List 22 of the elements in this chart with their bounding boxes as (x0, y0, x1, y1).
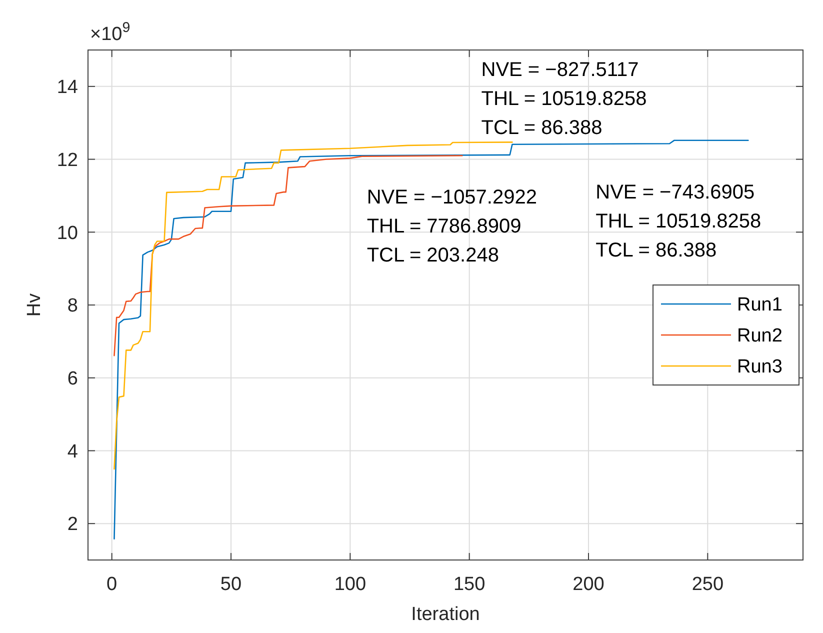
x-tick-label: 250 (692, 574, 724, 595)
text: ×10$^{9}$ (90, 20, 130, 45)
annotation: NVE = −1057.2922 THL = 7786.8909 TCL = 203.248 (366, 186, 537, 267)
y-tick-label: 8 (67, 296, 78, 317)
legend-label: Run2 (737, 326, 782, 347)
y-tick-label: 2 (67, 514, 78, 536)
y-tick-label: 10 (56, 222, 78, 244)
legend-label: Run1 (737, 294, 782, 316)
x-tick-label: 200 (572, 574, 604, 595)
y-tick-label: 12 (56, 150, 78, 171)
y-axis-title: Hv (24, 292, 45, 317)
annotation: NVE = −743.6905 THL = 10519.8258 TCL = 86.388 (596, 182, 762, 262)
x-tick-label: 100 (334, 574, 366, 595)
x-tick-label: 50 (220, 574, 242, 595)
legend-label: Run3 (737, 356, 782, 378)
y-tick-label: 6 (67, 368, 78, 390)
y-tick-label: 14 (56, 77, 78, 98)
y-tick-label: 4 (67, 441, 78, 462)
x-axis-title: Iteration (411, 604, 480, 625)
x-tick-label: 0 (106, 574, 118, 595)
x-tick-label: 150 (453, 574, 486, 595)
annotation: NVE = −827.5117 THL = 10519.8258 TCL = 86.388 (481, 59, 647, 140)
